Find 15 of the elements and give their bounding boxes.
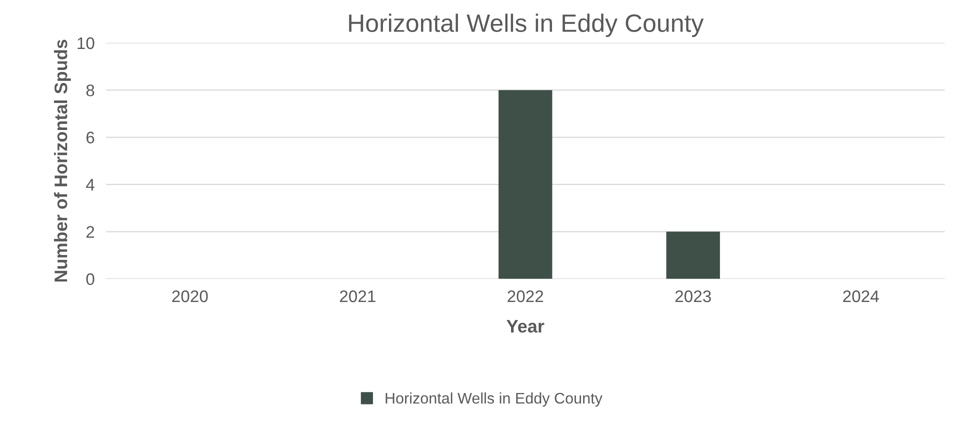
chart-title: Horizontal Wells in Eddy County — [349, 14, 704, 37]
x-tick-label: 2024 — [843, 290, 879, 302]
y-tick-label: 10 — [78, 37, 94, 50]
y-tick-label: 8 — [86, 84, 94, 96]
legend-label: Horizontal Wells in Eddy County — [386, 392, 602, 407]
x-axis-title: Year — [506, 320, 544, 333]
x-tick-label: 2022 — [508, 290, 544, 302]
y-tick-label: 2 — [86, 226, 94, 238]
y-axis-title: Number of Horizontal Spuds — [54, 40, 71, 282]
y-tick-label: 4 — [86, 179, 94, 191]
y-tick-label: 0 — [86, 273, 94, 286]
x-tick-label: 2020 — [172, 290, 208, 302]
x-tick-label: 2021 — [340, 290, 376, 302]
x-tick-label: 2023 — [675, 290, 711, 302]
y-tick-label: 6 — [86, 132, 94, 144]
